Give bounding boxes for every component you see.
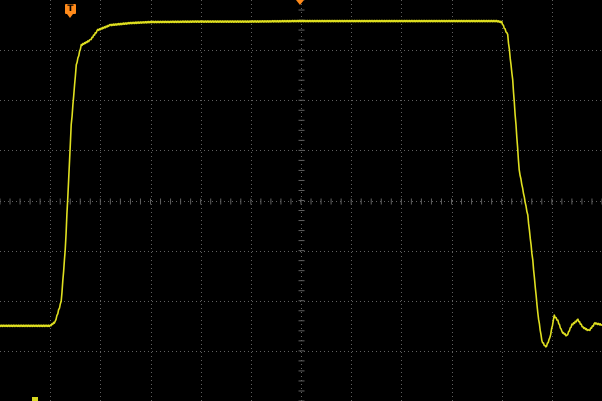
waveform-trace xyxy=(0,19,602,348)
horizontal-position-marker[interactable] xyxy=(296,0,304,5)
trigger-marker[interactable]: T xyxy=(65,4,76,18)
channel-ground-marker[interactable] xyxy=(32,397,38,401)
trigger-icon: T xyxy=(65,4,76,14)
trigger-pointer-icon xyxy=(67,14,73,18)
